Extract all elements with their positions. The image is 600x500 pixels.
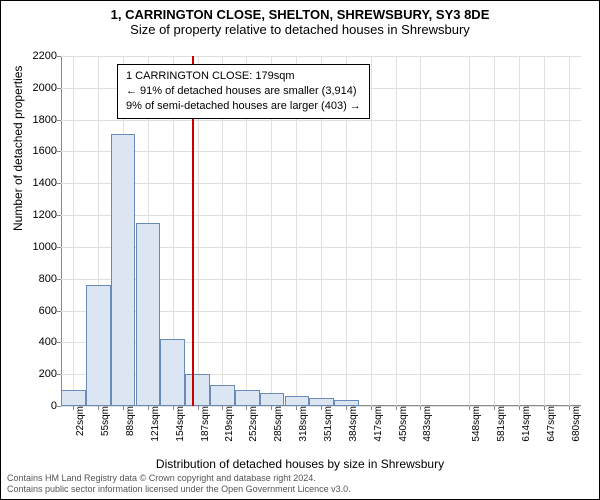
x-tick-label: 450sqm [396,406,409,442]
x-tick-label: 548sqm [469,406,482,442]
gridline-v [544,56,545,406]
histogram-bar [136,223,161,406]
x-tick-label: 22sqm [73,406,86,436]
x-tick-mark [321,406,322,410]
y-tick-mark [57,215,61,216]
gridline-v [469,56,470,406]
x-tick-label: 285sqm [271,406,284,442]
title-block: 1, CARRINGTON CLOSE, SHELTON, SHREWSBURY… [1,1,599,37]
y-tick-label: 2200 [23,50,61,62]
y-tick-label: 1200 [23,209,61,221]
y-tick-mark [57,406,61,407]
x-tick-label: 647sqm [544,406,557,442]
x-axis-label: Distribution of detached houses by size … [1,457,599,471]
x-tick-mark [148,406,149,410]
x-tick-mark [173,406,174,410]
y-tick-label: 0 [23,400,61,412]
x-tick-mark [98,406,99,410]
x-tick-mark [371,406,372,410]
x-tick-mark [420,406,421,410]
y-tick-mark [57,56,61,57]
y-tick-label: 600 [23,305,61,317]
footer-attribution: Contains HM Land Registry data © Crown c… [7,473,351,495]
y-tick-label: 1800 [23,114,61,126]
y-tick-mark [57,374,61,375]
x-tick-mark [494,406,495,410]
x-tick-label: 187sqm [198,406,211,442]
x-tick-label: 55sqm [98,406,111,436]
gridline-v [371,56,372,406]
histogram-bar [160,339,185,406]
annotation-line: 9% of semi-detached houses are larger (4… [126,99,361,114]
x-tick-mark [271,406,272,410]
histogram-bar [86,285,111,406]
x-tick-label: 680sqm [569,406,582,442]
annotation-line: ← 91% of detached houses are smaller (3,… [126,84,361,99]
title-subtitle: Size of property relative to detached ho… [1,22,599,37]
histogram-bar [260,393,285,406]
histogram-bar [185,374,210,406]
y-tick-label: 800 [23,273,61,285]
x-tick-mark [73,406,74,410]
annotation-box: 1 CARRINGTON CLOSE: 179sqm← 91% of detac… [117,64,370,119]
histogram-bar [210,385,235,406]
title-address: 1, CARRINGTON CLOSE, SHELTON, SHREWSBURY… [1,7,599,22]
x-tick-mark [246,406,247,410]
x-tick-mark [569,406,570,410]
x-tick-label: 614sqm [519,406,532,442]
y-tick-mark [57,120,61,121]
x-tick-mark [198,406,199,410]
x-tick-mark [123,406,124,410]
x-tick-mark [519,406,520,410]
histogram-bar [235,390,260,406]
gridline-v [519,56,520,406]
gridline-v [396,56,397,406]
y-tick-mark [57,151,61,152]
x-tick-label: 121sqm [148,406,161,442]
histogram-bar [61,390,86,406]
x-tick-label: 154sqm [173,406,186,442]
footer-line1: Contains HM Land Registry data © Crown c… [7,473,351,484]
y-tick-label: 2000 [23,82,61,94]
x-tick-label: 581sqm [494,406,507,442]
x-tick-label: 88sqm [123,406,136,436]
x-tick-label: 417sqm [371,406,384,442]
x-tick-mark [346,406,347,410]
annotation-line: 1 CARRINGTON CLOSE: 179sqm [126,69,361,84]
gridline-v [569,56,570,406]
x-tick-mark [296,406,297,410]
chart-container: 1, CARRINGTON CLOSE, SHELTON, SHREWSBURY… [0,0,600,500]
x-tick-label: 483sqm [420,406,433,442]
x-tick-mark [544,406,545,410]
x-tick-label: 219sqm [222,406,235,442]
x-tick-label: 351sqm [321,406,334,442]
histogram-bar [111,134,136,406]
x-tick-label: 318sqm [296,406,309,442]
gridline-v [494,56,495,406]
y-tick-mark [57,279,61,280]
x-tick-mark [222,406,223,410]
x-tick-label: 252sqm [246,406,259,442]
y-tick-mark [57,183,61,184]
y-tick-mark [57,247,61,248]
y-tick-label: 400 [23,336,61,348]
y-tick-mark [57,88,61,89]
histogram-bar [334,400,359,406]
y-tick-label: 200 [23,368,61,380]
x-tick-label: 384sqm [346,406,359,442]
footer-line2: Contains public sector information licen… [7,484,351,495]
histogram-bar [285,396,310,406]
gridline-v [420,56,421,406]
y-axis-line [61,56,62,406]
gridline-v [73,56,74,406]
plot-area: 0200400600800100012001400160018002000220… [61,56,581,406]
y-tick-label: 1600 [23,145,61,157]
y-tick-label: 1000 [23,241,61,253]
x-tick-mark [396,406,397,410]
y-tick-mark [57,342,61,343]
y-tick-label: 1400 [23,177,61,189]
x-tick-mark [469,406,470,410]
histogram-bar [309,398,334,406]
y-tick-mark [57,311,61,312]
